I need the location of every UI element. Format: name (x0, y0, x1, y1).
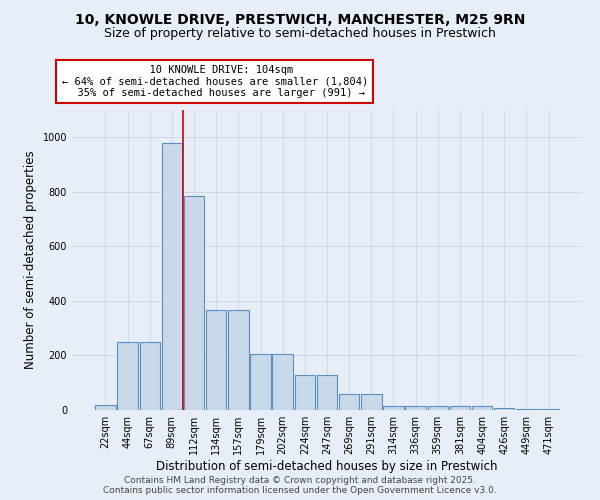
Text: 10 KNOWLE DRIVE: 104sqm
← 64% of semi-detached houses are smaller (1,804)
  35% : 10 KNOWLE DRIVE: 104sqm ← 64% of semi-de… (62, 65, 368, 98)
Bar (383, 406, 404, 410)
Bar (161, 142, 182, 410)
Bar (184, 196, 204, 410)
Bar (516, 408, 536, 410)
Bar (228, 310, 248, 410)
Bar (272, 354, 293, 410)
Bar (339, 394, 359, 410)
Bar (206, 310, 226, 410)
Bar (494, 408, 514, 410)
Text: 10, KNOWLE DRIVE, PRESTWICH, MANCHESTER, M25 9RN: 10, KNOWLE DRIVE, PRESTWICH, MANCHESTER,… (75, 12, 525, 26)
Y-axis label: Number of semi-detached properties: Number of semi-detached properties (24, 150, 37, 370)
Bar (295, 374, 315, 410)
Bar (538, 408, 559, 410)
X-axis label: Distribution of semi-detached houses by size in Prestwich: Distribution of semi-detached houses by … (156, 460, 498, 473)
Text: Size of property relative to semi-detached houses in Prestwich: Size of property relative to semi-detach… (104, 28, 496, 40)
Bar (406, 406, 426, 410)
Bar (472, 406, 493, 410)
Bar (450, 406, 470, 410)
Text: Contains HM Land Registry data © Crown copyright and database right 2025.
Contai: Contains HM Land Registry data © Crown c… (103, 476, 497, 495)
Bar (140, 342, 160, 410)
Bar (428, 406, 448, 410)
Bar (95, 404, 116, 410)
Bar (250, 354, 271, 410)
Bar (361, 394, 382, 410)
Bar (118, 342, 138, 410)
Bar (317, 374, 337, 410)
